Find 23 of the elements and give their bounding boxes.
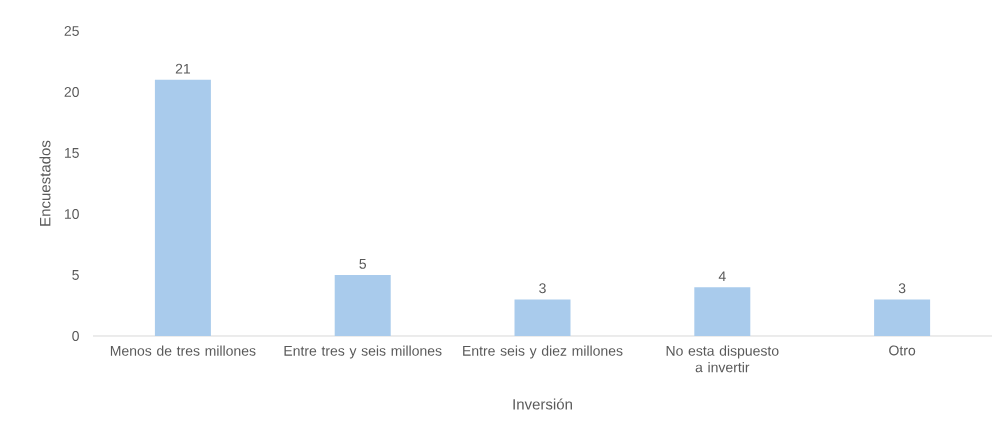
y-tick-label: 15 (64, 148, 79, 158)
bar (154, 79, 211, 336)
data-label: 5 (359, 259, 367, 269)
x-tick-label: Entre seis y diez millones (463, 345, 623, 359)
y-tick-label: 5 (72, 270, 79, 280)
y-tick-label: 25 (64, 26, 79, 36)
y-tick-label: 10 (64, 209, 79, 219)
data-label: 3 (539, 283, 546, 294)
y-tick-label: 0 (72, 331, 79, 341)
y-axis-title: Encuestados (39, 140, 51, 226)
x-axis-title: Inversión (513, 398, 572, 410)
bar (334, 275, 391, 336)
x-tick-label: Otro (889, 345, 916, 356)
bar (874, 299, 931, 336)
x-tick-label: No esta dispuesto a invertir (666, 345, 779, 373)
y-tick-label: 20 (64, 87, 79, 97)
bar (694, 287, 751, 336)
x-tick-label: Menos de tres millones (110, 345, 256, 356)
bar (514, 299, 571, 336)
data-label: 21 (175, 63, 191, 74)
x-tick-label: Entre tres y seis millones (284, 345, 442, 359)
data-label: 3 (898, 283, 906, 294)
data-label: 4 (718, 271, 726, 281)
